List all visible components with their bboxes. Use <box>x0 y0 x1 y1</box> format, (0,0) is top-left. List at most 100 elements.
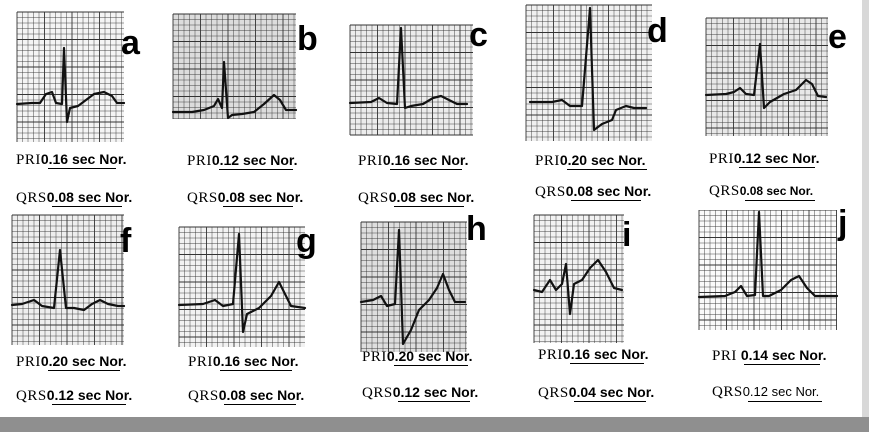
ecg-panel-j: j PRI 0.14 sec Nor. QRS0.12 sec Nor. <box>695 206 862 417</box>
pri-underline <box>390 169 462 170</box>
panel-letter: f <box>120 222 132 260</box>
ecg-grid-background <box>173 14 296 119</box>
pri-label: PRI <box>187 153 212 169</box>
ecg-strip <box>10 214 126 345</box>
pri-value: 0.16 sec Nor. <box>382 152 469 168</box>
qrs-underline <box>224 404 296 405</box>
pri-value: 0.16 sec Nor. <box>562 346 649 362</box>
ecg-panel-a: a PRI0.16 sec Nor. QRS0.08 sec Nor. <box>0 0 180 210</box>
qrs-value: 0.12 sec Nor. <box>742 384 820 399</box>
pri-value: 0.20 sec Nor. <box>559 152 646 168</box>
qrs-value: 0.08 sec Nor. <box>217 189 304 205</box>
pri-value: 0.20 sec Nor. <box>386 348 473 364</box>
pri-underline <box>570 363 644 364</box>
ecg-gridlines <box>360 221 467 352</box>
qrs-underline <box>745 200 815 201</box>
qrs-measurement: QRS0.08 sec Nor. <box>188 387 305 405</box>
ecg-strip <box>177 226 307 347</box>
ecg-trace <box>528 6 648 132</box>
pri-value: 0.12 sec Nor. <box>733 150 820 166</box>
qrs-label: QRS <box>709 183 740 199</box>
qrs-measurement: QRS0.12 sec Nor. <box>362 384 478 402</box>
qrs-measurement: QRS0.04 sec Nor. <box>538 384 654 402</box>
pri-underline <box>219 169 293 170</box>
qrs-measurement: QRS0.08 sec Nor. <box>535 183 652 201</box>
ecg-panel-d: d PRI0.20 sec Nor. QRS0.08 sec Nor. <box>522 0 702 210</box>
qrs-measurement: QRS0.08 sec Nor. <box>709 183 815 201</box>
panel-letter: h <box>466 210 487 248</box>
ecg-panel-e: e PRI0.12 sec Nor. QRS0.08 sec Nor. <box>700 0 862 210</box>
qrs-underline <box>52 206 122 207</box>
pri-value: 0.20 sec Nor. <box>40 353 127 369</box>
ecg-grid-background <box>17 12 124 142</box>
panel-letter: j <box>838 204 848 242</box>
pri-underline <box>48 370 120 371</box>
ecg-grid-background <box>706 18 828 136</box>
qrs-value: 0.08 sec Nor. <box>218 387 305 403</box>
ecg-strip <box>532 214 624 343</box>
ecg-panel-i: i PRI0.16 sec Nor. QRS0.04 sec Nor. <box>530 210 705 417</box>
ecg-grid-background <box>12 215 124 345</box>
pri-label: PRI <box>538 347 563 363</box>
ecg-gridlines <box>705 17 828 136</box>
ecg-panel-c: c PRI0.16 sec Nor. QRS0.08 sec Nor. <box>345 0 525 210</box>
qrs-value: 0.08 sec Nor. <box>565 183 652 199</box>
qrs-measurement: QRS0.08 sec Nor. <box>16 189 133 207</box>
ecg-panel-g: g PRI0.16 sec Nor. QRS0.08 sec Nor. <box>175 210 355 417</box>
pri-label: PRI <box>16 354 41 370</box>
ecg-gridlines <box>172 13 296 119</box>
ecg-grid-background <box>361 222 467 352</box>
qrs-underline <box>748 401 822 402</box>
ecg-strip <box>348 24 473 136</box>
pri-measurement: PRI0.12 sec Nor. <box>709 150 820 168</box>
pri-label: PRI <box>709 151 734 167</box>
qrs-measurement: QRS0.08 sec Nor. <box>187 189 304 207</box>
ecg-gridlines <box>11 214 124 345</box>
ecg-trace <box>177 232 307 334</box>
panel-letter: g <box>296 222 317 260</box>
ecg-trace <box>359 228 467 346</box>
qrs-label: QRS <box>362 385 393 401</box>
ecg-strip <box>15 11 126 142</box>
pri-value: 0.12 sec Nor. <box>211 152 298 168</box>
qrs-underline <box>398 401 470 402</box>
ecg-strip <box>359 221 467 352</box>
ecg-panel-b: b PRI0.12 sec Nor. QRS0.08 sec Nor. <box>170 0 350 210</box>
pri-underline <box>394 365 468 366</box>
ecg-trace <box>15 46 126 124</box>
pri-measurement: PRI 0.14 sec Nor. <box>712 347 826 365</box>
panel-letter: c <box>469 16 488 54</box>
ecg-gridlines <box>349 24 473 136</box>
qrs-label: QRS <box>16 190 47 206</box>
panel-letter: a <box>121 24 140 62</box>
ecg-gridlines <box>525 4 652 141</box>
ecg-grid-background <box>699 210 837 330</box>
ecg-trace <box>10 248 126 312</box>
ecg-gridlines <box>698 210 837 330</box>
ecg-gridlines <box>533 214 624 343</box>
pri-underline <box>744 364 820 365</box>
panel-letter: b <box>297 20 318 58</box>
qrs-label: QRS <box>535 184 566 200</box>
ecg-strip <box>697 210 839 330</box>
qrs-underline <box>571 200 641 201</box>
ecg-strip <box>704 17 828 136</box>
pri-measurement: PRI0.16 sec Nor. <box>538 346 649 364</box>
qrs-value: 0.08 sec Nor. <box>388 189 475 205</box>
pri-measurement: PRI0.20 sec Nor. <box>535 152 647 170</box>
ecg-trace <box>171 60 298 120</box>
pri-measurement: PRI0.16 sec Nor. <box>188 353 298 371</box>
pri-measurement: PRI0.20 sec Nor. <box>16 353 127 371</box>
qrs-underline <box>52 404 126 405</box>
ecg-strip <box>171 13 298 120</box>
ecg-strip <box>525 4 652 141</box>
pri-value: 0.16 sec Nor. <box>40 151 127 167</box>
qrs-label: QRS <box>358 190 389 206</box>
qrs-label: QRS <box>188 388 219 404</box>
qrs-value: 0.08 sec Nor. <box>46 189 133 205</box>
pri-label: PRI <box>16 152 41 168</box>
qrs-label: QRS <box>538 385 569 401</box>
pri-measurement: PRI0.16 sec Nor. <box>16 151 127 169</box>
qrs-underline <box>394 206 464 207</box>
qrs-measurement: QRS0.12 sec Nor. <box>712 384 822 402</box>
